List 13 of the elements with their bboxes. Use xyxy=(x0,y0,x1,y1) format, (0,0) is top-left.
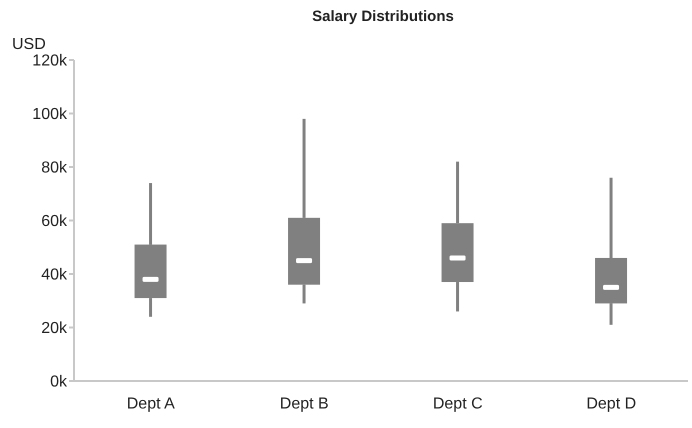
y-tick-label: 120k xyxy=(32,52,68,70)
x-tick-label: Dept C xyxy=(432,395,483,412)
y-tick-label: 80k xyxy=(41,160,68,177)
y-axis-title: USD xyxy=(12,36,46,54)
y-tick-label: 100k xyxy=(32,106,68,124)
y-tick-label: 40k xyxy=(41,266,68,284)
chart-title: Salary Distributions xyxy=(311,8,455,25)
y-tick-label: 20k xyxy=(41,320,68,338)
x-tick-label: Dept B xyxy=(280,395,329,412)
x-tick-label: Dept D xyxy=(586,395,636,412)
y-tick-label: 60k xyxy=(41,213,68,230)
x-tick-label: Dept A xyxy=(126,395,176,412)
y-tick-label: 0k xyxy=(50,374,68,391)
